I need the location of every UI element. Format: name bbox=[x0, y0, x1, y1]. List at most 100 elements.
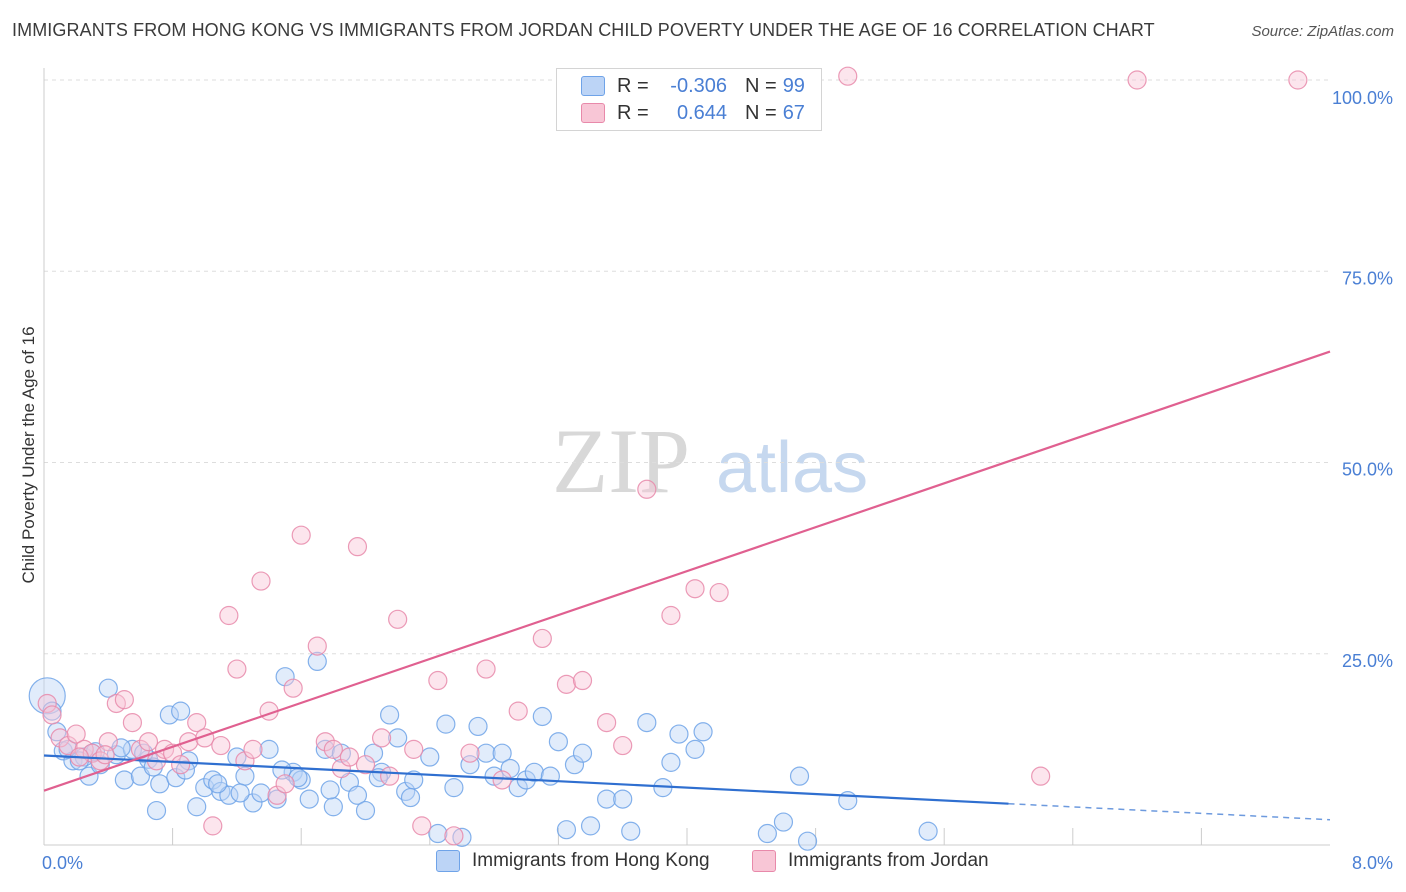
y-tick-label: 75.0% bbox=[1342, 268, 1393, 288]
point-jordan bbox=[58, 735, 78, 756]
point-jordan bbox=[339, 747, 360, 767]
point-jordan bbox=[556, 674, 577, 694]
legend-label-jordan: Immigrants from Jordan bbox=[788, 850, 989, 871]
point-hong-kong bbox=[400, 787, 421, 808]
point-hong-kong bbox=[436, 714, 456, 734]
tick-labels: 25.0% 50.0% 75.0% 100.0% 0.0% 8.0% bbox=[42, 88, 1393, 873]
watermark-atlas: atlas bbox=[716, 428, 868, 508]
point-jordan bbox=[315, 732, 335, 752]
point-jordan bbox=[171, 755, 191, 775]
point-jordan bbox=[637, 479, 657, 499]
point-jordan bbox=[138, 732, 159, 752]
point-jordan bbox=[532, 628, 552, 649]
point-hong-kong bbox=[685, 739, 705, 759]
point-jordan bbox=[307, 636, 327, 656]
point-hong-kong bbox=[187, 797, 207, 817]
point-jordan bbox=[404, 739, 424, 759]
point-jordan bbox=[380, 766, 400, 786]
point-hong-kong bbox=[580, 816, 601, 836]
series-legend: Immigrants from Hong Kong Immigrants fro… bbox=[0, 850, 1406, 878]
r-label: R = bbox=[617, 101, 649, 124]
r-value: 0.644 bbox=[676, 101, 727, 124]
point-jordan bbox=[1288, 70, 1308, 90]
point-hong-kong bbox=[388, 728, 408, 748]
point-hong-kong bbox=[564, 755, 585, 775]
point-hong-kong bbox=[363, 743, 384, 763]
point-hong-kong bbox=[355, 800, 376, 821]
trend-line-hong-kong-extension bbox=[1008, 802, 1331, 821]
point-jordan bbox=[227, 659, 247, 679]
point-hong-kong bbox=[291, 770, 311, 790]
point-hong-kong bbox=[556, 820, 577, 840]
point-hong-kong bbox=[114, 770, 134, 790]
point-jordan bbox=[114, 690, 134, 710]
point-hong-kong bbox=[428, 823, 448, 844]
n-value: 99 bbox=[782, 74, 805, 97]
point-hong-kong bbox=[171, 701, 191, 721]
point-hong-kong bbox=[315, 739, 335, 759]
legend-swatch-hong-kong bbox=[436, 850, 460, 872]
point-hong-kong bbox=[468, 716, 488, 737]
point-hong-kong bbox=[500, 758, 520, 779]
x-tick-label: 8.0% bbox=[1352, 853, 1393, 873]
point-hong-kong bbox=[789, 766, 810, 786]
point-jordan bbox=[219, 605, 239, 626]
point-hong-kong bbox=[524, 762, 544, 782]
trend-lines bbox=[43, 350, 1331, 821]
n-value: 67 bbox=[782, 101, 805, 124]
point-hong-kong bbox=[380, 705, 400, 725]
point-jordan bbox=[347, 537, 368, 557]
legend-swatch-hong-kong bbox=[581, 76, 605, 96]
point-hong-kong bbox=[540, 766, 560, 786]
point-hong-kong bbox=[243, 793, 263, 813]
point-hong-kong bbox=[444, 778, 464, 798]
point-hong-kong bbox=[597, 789, 617, 809]
point-jordan bbox=[243, 739, 263, 759]
n-label: N = bbox=[745, 101, 777, 124]
r-value: -0.306 bbox=[670, 74, 727, 97]
point-jordan bbox=[613, 735, 633, 756]
point-jordan bbox=[187, 712, 207, 733]
point-jordan bbox=[275, 774, 295, 794]
point-hong-kong bbox=[275, 667, 295, 687]
point-jordan bbox=[323, 739, 343, 759]
legend-item-hong-kong: Immigrants from Hong Kong bbox=[436, 850, 710, 872]
point-jordan bbox=[371, 728, 392, 748]
point-hong-kong bbox=[323, 797, 343, 817]
legend-swatch-jordan bbox=[752, 850, 776, 872]
point-jordan bbox=[388, 609, 408, 629]
point-hong-kong bbox=[669, 724, 689, 744]
point-jordan bbox=[838, 66, 858, 86]
point-hong-kong bbox=[621, 821, 641, 841]
legend-row-jordan: R = 0.644 N = 67 bbox=[557, 100, 805, 126]
point-jordan bbox=[50, 728, 70, 748]
point-jordan bbox=[492, 770, 512, 790]
point-jordan bbox=[1127, 70, 1147, 90]
y-tick-label: 25.0% bbox=[1342, 651, 1393, 671]
point-hong-kong bbox=[460, 755, 480, 775]
correlation-legend: R = -0.306 N = 99 R = 0.644 N = 67 bbox=[556, 68, 822, 131]
chart-title: IMMIGRANTS FROM HONG KONG VS IMMIGRANTS … bbox=[12, 20, 1155, 40]
point-jordan bbox=[685, 579, 705, 599]
point-hong-kong bbox=[797, 831, 818, 851]
point-hong-kong bbox=[307, 651, 327, 672]
point-hong-kong bbox=[299, 789, 319, 809]
point-jordan bbox=[709, 582, 729, 603]
point-hong-kong bbox=[251, 783, 271, 803]
point-hong-kong bbox=[195, 778, 215, 798]
point-jordan bbox=[37, 693, 57, 714]
point-hong-kong bbox=[661, 752, 681, 772]
point-hong-kong bbox=[98, 678, 118, 698]
legend-row-hong-kong: R = -0.306 N = 99 bbox=[557, 73, 805, 99]
point-hong-kong bbox=[613, 789, 633, 809]
point-jordan bbox=[355, 755, 376, 775]
point-jordan bbox=[211, 735, 231, 756]
point-jordan bbox=[42, 705, 62, 725]
point-hong-kong bbox=[637, 712, 657, 733]
point-jordan bbox=[66, 724, 86, 744]
n-label: N = bbox=[745, 74, 777, 97]
point-hong-kong bbox=[918, 821, 938, 841]
point-hong-kong bbox=[452, 827, 472, 847]
point-hong-kong bbox=[259, 739, 279, 759]
legend-item-jordan: Immigrants from Jordan bbox=[752, 850, 989, 872]
